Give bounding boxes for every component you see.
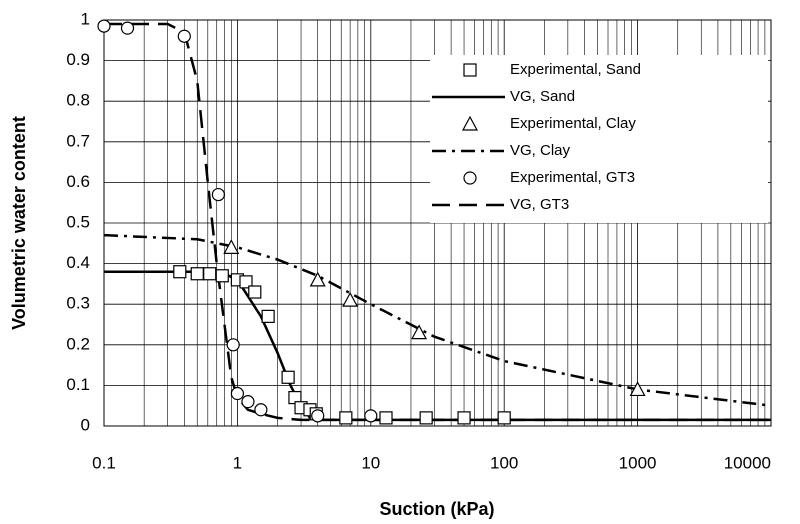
square-marker <box>339 411 353 425</box>
plot-border <box>103 19 772 427</box>
y-tick-label: 0.4 <box>66 253 90 272</box>
square-marker <box>190 267 204 281</box>
y-tick-label: 0.7 <box>66 131 90 150</box>
square-marker <box>173 265 187 279</box>
legend-label: Experimental, GT3 <box>510 169 635 186</box>
square-marker <box>281 370 295 384</box>
circle-marker <box>463 171 477 185</box>
triangle-marker <box>223 239 240 254</box>
legend-label: Experimental, Clay <box>510 115 636 132</box>
square-marker <box>239 275 253 289</box>
x-tick-label: 0.1 <box>92 453 116 472</box>
square-marker <box>379 411 393 425</box>
y-axis-label: Volumetric water content <box>9 116 29 330</box>
circle-marker <box>211 187 225 202</box>
x-tick-label: 1000 <box>619 453 657 472</box>
square-marker <box>457 411 471 425</box>
y-tick-label: 1 <box>81 9 90 28</box>
circle-marker <box>226 338 240 352</box>
circle-marker <box>311 409 325 423</box>
square-marker <box>203 267 217 281</box>
legend-box <box>430 55 768 223</box>
triangle-marker <box>411 324 428 340</box>
circle-marker <box>120 21 135 35</box>
markers-layer <box>97 19 646 425</box>
y-tick-label: 0.5 <box>66 212 90 231</box>
square-marker <box>248 285 262 299</box>
square-marker <box>215 269 229 283</box>
x-axis-label: Suction (kPa) <box>379 499 494 519</box>
circle-marker <box>241 395 255 409</box>
x-tick-label: 10000 <box>724 453 771 472</box>
triangle-marker <box>342 291 359 307</box>
y-tick-label: 0.1 <box>66 375 90 394</box>
triangle-marker <box>629 381 646 397</box>
square-marker <box>261 309 275 323</box>
x-tick-label: 100 <box>490 453 518 472</box>
circle-marker <box>97 19 111 33</box>
square-marker <box>419 411 433 425</box>
series-line <box>103 233 772 407</box>
circle-marker <box>254 403 268 417</box>
legend-label: VG, Sand <box>510 88 575 105</box>
triangle-marker <box>461 115 479 131</box>
circle-marker <box>177 29 191 43</box>
legend-label: VG, GT3 <box>510 196 569 213</box>
y-tick-label: 0.9 <box>66 50 90 69</box>
y-tick-label: 0.3 <box>66 294 90 313</box>
legend-label: VG, Clay <box>510 142 571 159</box>
y-tick-label: 0.2 <box>66 334 90 353</box>
square-marker <box>497 411 511 425</box>
y-tick-label: 0.8 <box>66 91 90 110</box>
circle-marker <box>364 409 378 423</box>
y-tick-label: 0.6 <box>66 172 90 191</box>
circle-marker <box>230 386 244 401</box>
y-tick-label: 0 <box>81 415 90 434</box>
legend-label: Experimental, Sand <box>510 61 641 78</box>
square-marker <box>463 63 477 77</box>
x-tick-label: 1 <box>233 453 242 472</box>
x-tick-label: 10 <box>361 453 380 472</box>
triangle-marker <box>309 271 326 287</box>
